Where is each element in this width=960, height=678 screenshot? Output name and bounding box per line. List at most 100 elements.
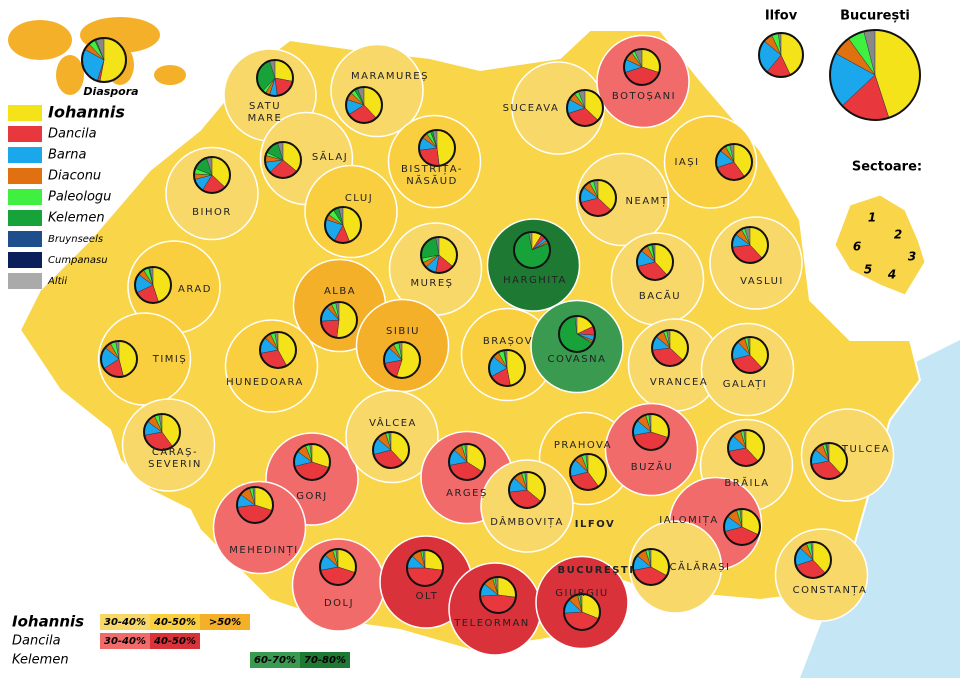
county-label: MUREȘ [410, 278, 453, 289]
pie-outline [100, 340, 138, 378]
county-label: OLT [416, 591, 439, 602]
county-label: VASLUI [740, 276, 784, 287]
pie-outline [143, 413, 181, 451]
pie-outline [731, 226, 769, 264]
county-label: NEAMȚ [626, 196, 669, 207]
pie-outline [558, 315, 596, 353]
pie-outline [293, 443, 331, 481]
legend-label: Paleologu [48, 190, 111, 205]
pie-outline [320, 301, 358, 339]
county-label: ARGEȘ [446, 488, 488, 499]
pie-outline [383, 341, 421, 379]
pie-outline [508, 471, 546, 509]
pie-outline [81, 37, 127, 83]
pie-outline [345, 86, 383, 124]
legend-swatch [8, 147, 42, 163]
legend-swatch [8, 231, 42, 247]
range-box [300, 652, 350, 668]
legend-label: Dancila [48, 127, 97, 142]
pie-outline [420, 236, 458, 274]
county-label: MEHEDINȚI [229, 545, 298, 556]
county-region [663, 115, 758, 209]
pie-outline [563, 593, 601, 631]
county-label: PRAHOVA [554, 440, 612, 451]
pie-outline [236, 486, 274, 524]
range-label: 30-40% [104, 636, 146, 647]
pie-outline [319, 548, 357, 586]
pie-outline [758, 32, 804, 78]
pie-outline [418, 129, 456, 167]
sectors-title: Sectoare: [852, 160, 922, 175]
pie-outline [259, 331, 297, 369]
county-label: BRAȘOV [483, 336, 533, 347]
range-label: 40-50% [153, 636, 196, 647]
sector-label: 2 [894, 228, 902, 242]
pie-outline [794, 541, 832, 579]
county-label: ALBA [324, 286, 356, 297]
county-label: GALAȚI [723, 379, 768, 390]
sector-label: 5 [864, 263, 872, 277]
pie-outline [636, 243, 674, 281]
pie-outline [579, 179, 617, 217]
legend-swatch [8, 189, 42, 205]
pie-outline [810, 442, 848, 480]
county-label: HUNEDOARA [226, 377, 304, 388]
county-label: DÂMBOVIȚA [490, 515, 564, 528]
pie-outline [406, 549, 444, 587]
pie-outline [651, 329, 689, 367]
range-legend-name: Dancila [12, 634, 61, 649]
pie-outline [448, 443, 486, 481]
sector-label: 3 [908, 250, 916, 264]
range-box [100, 633, 150, 649]
county-label: VRANCEA [650, 377, 708, 388]
pie-outline [723, 508, 761, 546]
pie-outline [264, 141, 302, 179]
county-label: SUCEAVA [503, 103, 560, 114]
top-label: Ilfov [765, 9, 798, 24]
range-box [150, 614, 200, 630]
pie-outline [632, 413, 670, 451]
county-label: GORJ [296, 491, 328, 502]
county-label: SĂLAJ [312, 150, 348, 163]
county-label: SATU [249, 101, 281, 112]
legend-swatch [8, 210, 42, 226]
county-region [575, 152, 670, 247]
county-label: MARE [248, 113, 283, 124]
county-region [628, 520, 723, 614]
legend-label: Diaconu [48, 169, 101, 184]
county-label: BACĂU [639, 289, 681, 302]
county-label: TIMIȘ [152, 354, 187, 365]
pie-outline [632, 548, 670, 586]
pie-outline [623, 48, 661, 86]
pie-outline [324, 206, 362, 244]
county-label: CARAȘ- [152, 447, 198, 458]
legend-swatch [8, 168, 42, 184]
county-label: BOTOȘANI [612, 91, 676, 102]
sector-label: 1 [868, 211, 876, 225]
range-box [100, 614, 150, 630]
range-legend-name: Iohannis [12, 613, 84, 631]
pie-outline [569, 453, 607, 491]
range-box [250, 652, 300, 668]
legend-label: Cumpanasu [48, 255, 108, 266]
pie-outline [731, 336, 769, 374]
county-label: BUCUREȘTI [558, 565, 635, 576]
legend-label: Iohannis [48, 103, 125, 122]
range-label: 40-50% [153, 617, 196, 628]
county-label: ILFOV [575, 519, 615, 530]
county-label: SIBIU [386, 326, 420, 337]
range-box [200, 614, 250, 630]
legend-label: Barna [48, 148, 86, 163]
legend-swatch [8, 273, 42, 289]
county-label: CONSTANȚA [793, 585, 868, 596]
diaspora-label: Diaspora [83, 85, 138, 98]
pie-outline [479, 576, 517, 614]
county-label: TELEORMAN [453, 618, 530, 629]
county-label: BRĂILA [724, 476, 769, 489]
legend-label: Kelemen [48, 211, 105, 226]
county-label: BIHOR [192, 207, 232, 218]
county-label: NĂSĂUD [406, 174, 458, 187]
sector-label: 6 [853, 240, 861, 254]
county-label: MARAMUREȘ [351, 71, 429, 82]
county-label: BUZĂU [631, 460, 674, 473]
